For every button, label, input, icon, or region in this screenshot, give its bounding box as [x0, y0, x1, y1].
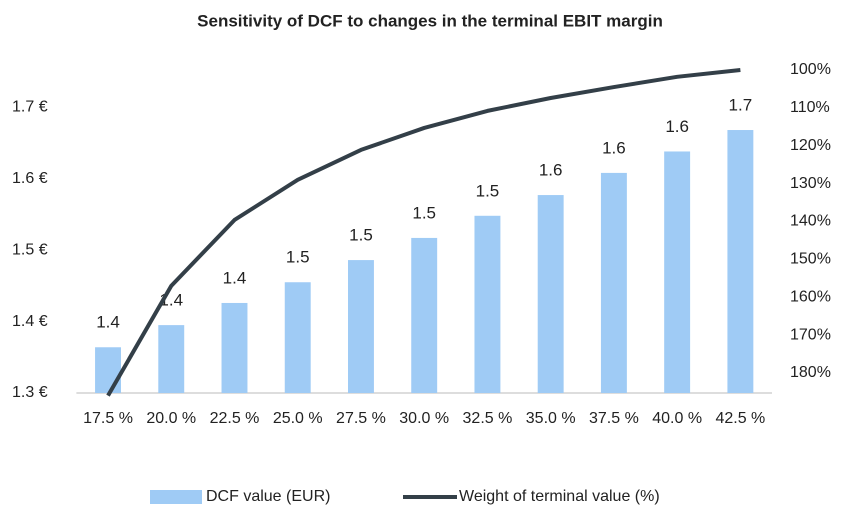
value-label: 1.4: [96, 313, 120, 332]
y-tick-label: 1.7 €: [12, 98, 48, 115]
x-tick-label: 30.0 %: [399, 410, 450, 427]
bar: [348, 260, 374, 393]
bar: [600, 172, 627, 393]
y2-tick-label: 170%: [790, 326, 831, 343]
value-label: 1.6: [539, 161, 563, 180]
bar: [664, 151, 691, 393]
y2-tick-label: 160%: [790, 288, 831, 305]
y2-tick-label: 120%: [790, 137, 831, 154]
y-tick-label: 1.4 €: [12, 313, 48, 330]
chart-title: Sensitivity of DCF to changes in the ter…: [197, 11, 663, 30]
y-tick-label: 1.6 €: [12, 170, 48, 187]
x-tick-label: 17.5 %: [83, 410, 133, 427]
x-tick-label: 20.0 %: [146, 410, 197, 427]
y-tick-label: 1.3 €: [12, 384, 48, 401]
x-tick-label: 22.5 %: [209, 410, 260, 427]
value-label: 1.6: [665, 117, 689, 136]
y-tick-label: 1.5 €: [12, 241, 48, 258]
legend-swatch: [150, 490, 202, 504]
bar: [411, 237, 438, 393]
bar: [158, 325, 185, 393]
bar: [95, 347, 121, 393]
y2-tick-label: 180%: [790, 364, 831, 381]
y2-tick-label: 140%: [790, 213, 831, 230]
bar: [474, 215, 501, 393]
x-tick-label: 25.0 %: [272, 410, 323, 427]
x-tick-label: 40.0 %: [652, 410, 703, 427]
value-label: 1.6: [602, 138, 626, 157]
value-label: 1.5: [286, 248, 310, 267]
bar: [727, 130, 754, 393]
line: [106, 68, 741, 397]
legend-label: DCF value (EUR): [206, 488, 330, 505]
value-label: 1.5: [349, 226, 373, 245]
value-label: 1.5: [476, 181, 500, 200]
y2-tick-label: 130%: [790, 175, 831, 192]
y2-tick-label: 150%: [790, 251, 831, 268]
y2-tick-label: 110%: [790, 99, 830, 116]
x-tick-label: 42.5 %: [715, 410, 766, 427]
x-tick-label: 32.5 %: [462, 410, 513, 427]
y2-tick-label: 100%: [790, 61, 831, 78]
x-tick-label: 37.5 %: [589, 410, 639, 427]
legend-label: Weight of terminal value (%): [459, 488, 660, 505]
bar: [537, 195, 564, 393]
value-label: 1.7: [729, 96, 753, 115]
x-tick-label: 35.0 %: [525, 410, 576, 427]
x-tick-label: 27.5 %: [336, 410, 386, 427]
bar: [221, 302, 248, 393]
value-label: 1.5: [412, 203, 436, 222]
bar: [284, 282, 311, 393]
value-label: 1.4: [223, 268, 247, 287]
